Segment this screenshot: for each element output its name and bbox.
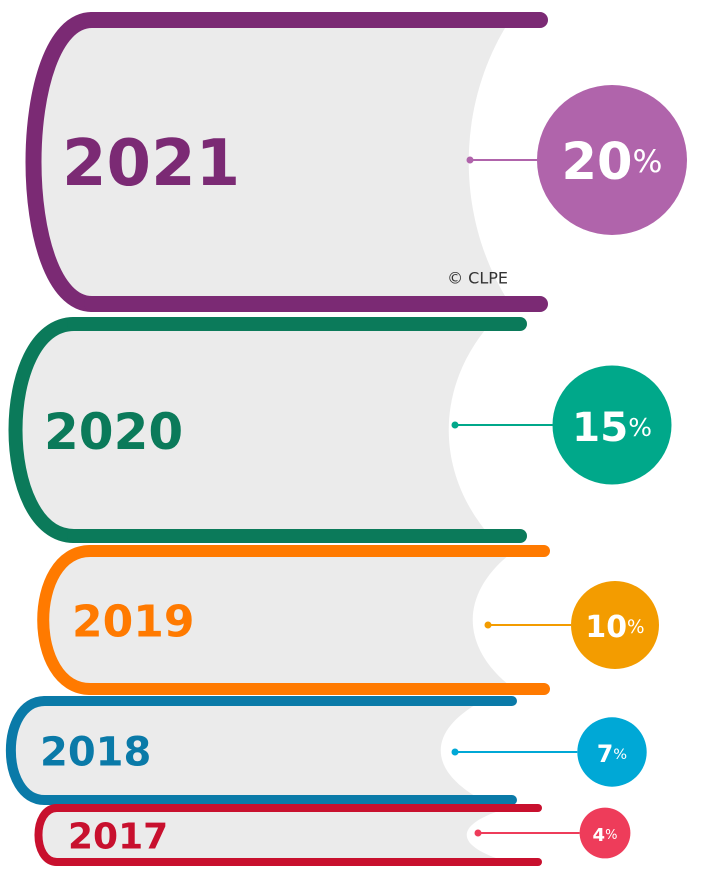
value-unit: % xyxy=(613,746,627,763)
value-unit: % xyxy=(605,828,617,843)
connector-dot xyxy=(485,622,492,629)
connector-dot xyxy=(467,157,474,164)
value-number: 10 xyxy=(585,610,627,645)
year-label: 2020 xyxy=(44,403,183,461)
value-number: 15 xyxy=(572,403,628,451)
connector-dot xyxy=(452,422,459,429)
year-label: 2017 xyxy=(68,817,168,858)
year-label: 2019 xyxy=(72,597,194,648)
page: 202120%202015%201910%20187%20174%© CLPE … xyxy=(0,0,702,867)
value-unit: % xyxy=(627,617,645,638)
value-unit: % xyxy=(633,144,663,180)
year-label: 2018 xyxy=(40,730,151,776)
connector-dot xyxy=(452,749,459,756)
value-label: 4% xyxy=(593,825,618,846)
connector-dot xyxy=(475,830,482,837)
value-number: 20 xyxy=(562,133,633,192)
credit: © CLPE xyxy=(447,269,508,288)
chart: 2021 20% 2020 15% 2019 10% 2018 7% 2017 4% © CLPE xyxy=(0,0,702,867)
value-number: 7 xyxy=(597,740,613,768)
year-label: 2021 xyxy=(62,127,240,201)
value-unit: % xyxy=(628,413,652,442)
value-number: 4 xyxy=(593,825,606,846)
